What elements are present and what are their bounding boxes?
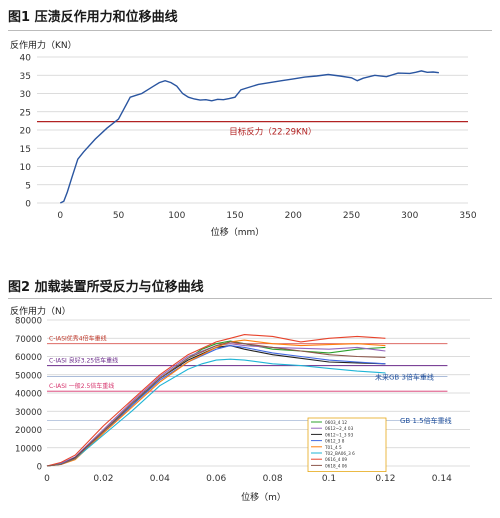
force-displacement-line — [46, 334, 386, 467]
x-tick-label: 0.06 — [206, 474, 226, 484]
x-axis-label: 位移（m） — [241, 491, 286, 503]
y-tick-label: 10000 — [15, 444, 42, 454]
figure2-title: 图2 加载装置所受反力与位移曲线 — [8, 280, 204, 295]
y-tick-label: 0 — [37, 463, 42, 473]
y-axis-label: 反作用力（KN） — [10, 39, 77, 51]
figure1-title: 图1 压溃反作用力和位移曲线 — [8, 10, 178, 25]
reference-line-label: C-IASI 一般2.5倍车重线 — [49, 382, 114, 390]
legend-label: T02_BA06_3 6 — [324, 451, 355, 456]
annotation-gb-3x: 未来GB 3倍车重线 — [375, 372, 434, 381]
force-displacement-line — [59, 70, 439, 204]
annotation-gb-1_5x: GB 1.5倍车重线 — [400, 416, 452, 425]
reference-line-label: C-IASI优秀4倍车重线 — [49, 335, 107, 343]
y-axis-label: 反作用力（N） — [10, 305, 71, 317]
x-tick-label: 150 — [226, 211, 243, 221]
x-tick-label: 300 — [401, 211, 418, 221]
y-tick-label: 15 — [20, 145, 31, 155]
x-tick-label: 200 — [285, 211, 302, 221]
x-tick-label: 0.04 — [150, 474, 170, 484]
x-tick-label: 0.12 — [375, 474, 395, 484]
legend-label: 0612~2_4 03 — [325, 426, 354, 431]
legend-label: 0612~1_3 93 — [325, 432, 354, 437]
chart-1: 0 5 10 15 20 25 30 35 40 0 50 100 150 200 250 300 350 反作用… — [10, 39, 477, 238]
force-displacement-line — [46, 358, 386, 467]
legend-label: 0618_4 06 — [325, 463, 347, 468]
y-tick-label: 20 — [20, 127, 32, 137]
y-tick-label: 70000 — [15, 335, 42, 345]
x-tick-label: 0.02 — [93, 474, 113, 484]
x-tick-label: 100 — [168, 211, 185, 221]
y-tick-label: 30000 — [15, 408, 42, 418]
x-axis-label: 位移（mm） — [211, 226, 265, 238]
y-tick-label: 10 — [20, 163, 32, 173]
y-tick-label: 5 — [25, 181, 31, 191]
y-tick-label: 35 — [20, 72, 31, 82]
y-tick-label: 40 — [20, 54, 32, 64]
figure1-title-rule — [8, 30, 492, 31]
legend-label: 0616_4 09 — [325, 457, 347, 462]
legend-label: 0603_4 12 — [325, 420, 347, 425]
figure2-title-rule — [8, 298, 492, 299]
x-tick-label: 0 — [44, 474, 50, 484]
legend-label: T01_4 5 — [324, 445, 342, 450]
y-tick-label: 40000 — [15, 390, 42, 400]
x-tick-label: 0 — [57, 211, 63, 221]
x-tick-label: 350 — [459, 211, 476, 221]
legend-box — [307, 417, 387, 472]
x-tick-label: 0.08 — [263, 474, 283, 484]
y-tick-label: 30 — [20, 90, 32, 100]
target-force-label: 目标反力（22.29KN） — [229, 127, 316, 138]
x-tick-label: 0.1 — [322, 474, 336, 484]
force-displacement-line — [46, 341, 386, 467]
legend-label: 0612_3 8 — [325, 439, 345, 444]
x-tick-label: 250 — [343, 211, 360, 221]
y-tick-label: 80000 — [15, 317, 42, 327]
y-tick-label: 50000 — [15, 371, 42, 381]
x-tick-label: 50 — [113, 211, 125, 221]
y-tick-label: 0 — [25, 200, 31, 210]
reference-line-label: C-IASI 良好3.25倍车重线 — [49, 357, 118, 365]
x-tick-label: 0.14 — [432, 474, 452, 484]
y-tick-label: 20000 — [15, 426, 42, 436]
y-tick-label: 60000 — [15, 353, 42, 363]
y-tick-label: 25 — [20, 108, 31, 118]
